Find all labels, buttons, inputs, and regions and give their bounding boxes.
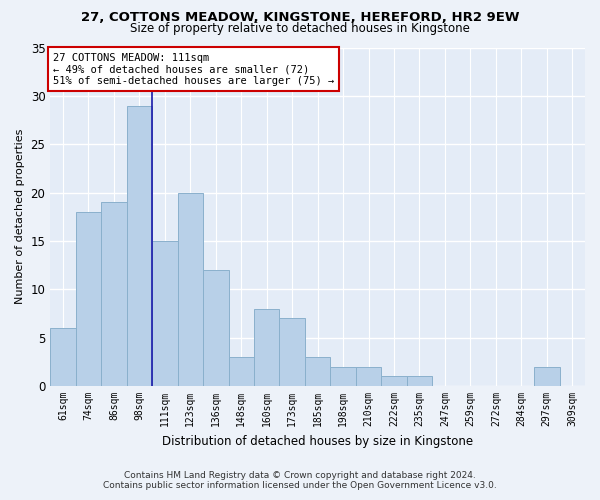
Bar <box>76 212 101 386</box>
X-axis label: Distribution of detached houses by size in Kingstone: Distribution of detached houses by size … <box>162 434 473 448</box>
Text: Contains HM Land Registry data © Crown copyright and database right 2024.
Contai: Contains HM Land Registry data © Crown c… <box>103 470 497 490</box>
Bar <box>254 308 280 386</box>
Bar <box>407 376 432 386</box>
Bar <box>356 366 382 386</box>
Bar <box>50 328 76 386</box>
Bar <box>127 106 152 386</box>
Bar <box>534 366 560 386</box>
Bar <box>331 366 356 386</box>
Bar <box>229 357 254 386</box>
Bar <box>152 241 178 386</box>
Bar <box>280 318 305 386</box>
Y-axis label: Number of detached properties: Number of detached properties <box>15 129 25 304</box>
Text: 27, COTTONS MEADOW, KINGSTONE, HEREFORD, HR2 9EW: 27, COTTONS MEADOW, KINGSTONE, HEREFORD,… <box>81 11 519 24</box>
Bar <box>382 376 407 386</box>
Bar <box>203 270 229 386</box>
Text: 27 COTTONS MEADOW: 111sqm
← 49% of detached houses are smaller (72)
51% of semi-: 27 COTTONS MEADOW: 111sqm ← 49% of detac… <box>53 52 334 86</box>
Text: Size of property relative to detached houses in Kingstone: Size of property relative to detached ho… <box>130 22 470 35</box>
Bar <box>178 192 203 386</box>
Bar <box>101 202 127 386</box>
Bar <box>305 357 331 386</box>
